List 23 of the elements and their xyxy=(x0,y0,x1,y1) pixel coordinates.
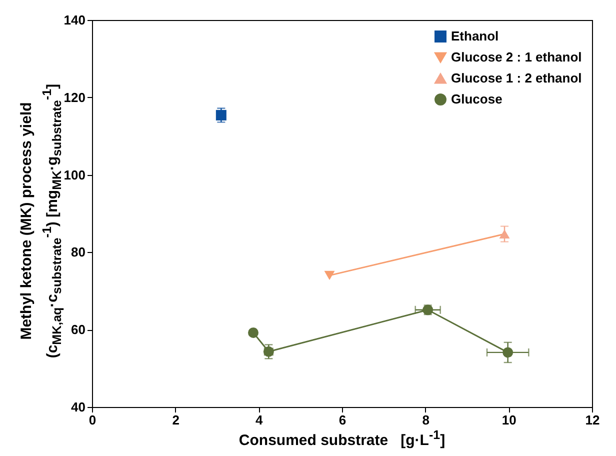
y-tick-label: 140 xyxy=(64,12,86,28)
point xyxy=(216,110,226,120)
x-tick-label: 0 xyxy=(88,412,96,428)
x-tick-label: 4 xyxy=(256,412,264,428)
legend-label: Glucose 2 : 1 ethanol xyxy=(451,50,582,64)
legend-label: Glucose xyxy=(451,92,502,106)
x-tick-label: 2 xyxy=(172,412,180,428)
y-tick-label: 40 xyxy=(71,400,86,414)
x-tick-label: 12 xyxy=(585,412,600,428)
x-tick-label: 8 xyxy=(422,412,430,428)
x-axis-title: Consumed substrate [g·L$^{-1}$] xyxy=(238,428,446,449)
x-tick-label: 10 xyxy=(502,412,516,428)
y-tick-label: 120 xyxy=(64,90,86,105)
point xyxy=(499,229,510,239)
x-tick-label: 6 xyxy=(338,412,346,428)
y-tick-label: 100 xyxy=(64,167,86,182)
point xyxy=(248,327,258,338)
y-tick-label: 60 xyxy=(71,322,86,338)
point xyxy=(324,270,335,280)
legend-label: Glucose 1 : 2 ethanol xyxy=(451,70,582,86)
point xyxy=(502,347,514,358)
y-tick-label: 80 xyxy=(71,244,86,260)
legend-label: Ethanol xyxy=(451,28,499,44)
